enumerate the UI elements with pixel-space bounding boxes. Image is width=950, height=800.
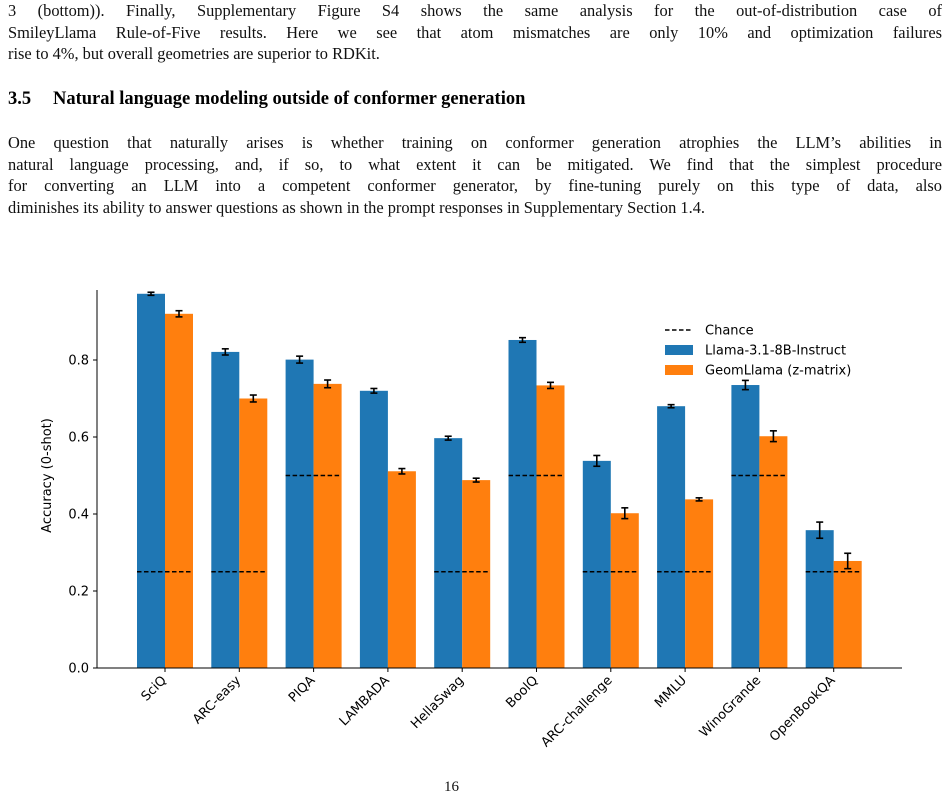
x-tick-label: SciQ xyxy=(139,673,170,704)
y-tick-label: 1.0 xyxy=(68,290,89,292)
bar xyxy=(211,351,240,668)
bar xyxy=(239,398,268,668)
paragraph-line: for converting an LLM into a competent c… xyxy=(8,176,942,195)
bar xyxy=(610,513,639,668)
bar xyxy=(657,406,686,668)
bar xyxy=(731,385,760,668)
y-tick-label: 0.8 xyxy=(68,354,89,369)
bar xyxy=(137,293,165,668)
bar xyxy=(165,313,193,668)
bar xyxy=(285,359,314,668)
x-tick-label: HellaSwag xyxy=(408,673,467,732)
y-tick-label: 0.4 xyxy=(68,508,89,523)
y-tick-label: 0.0 xyxy=(68,662,89,677)
section-heading: 3.5 Natural language modeling outside of … xyxy=(8,89,525,110)
bar xyxy=(434,438,463,668)
paragraph-intro: 3 (bottom)). Finally, Supplementary Figu… xyxy=(8,0,942,65)
x-tick-label: PIQA xyxy=(286,673,318,705)
paragraph-line: diminishes its ability to answer questio… xyxy=(8,197,705,217)
accuracy-bar-chart: 0.0 0.2 0.4 0.6 0.8 1.0 Accuracy (0-shot) SciQ A… xyxy=(40,290,902,750)
bar xyxy=(536,385,565,668)
legend-swatch xyxy=(665,365,693,375)
x-tick-label: OpenBookQA xyxy=(767,673,839,745)
paragraph-line: rise to 4%, but overall geometries are s… xyxy=(8,44,380,63)
paragraph-line: natural language processing, and, if so,… xyxy=(8,154,942,174)
legend-swatch xyxy=(665,345,693,355)
bar xyxy=(759,436,788,668)
x-tick-label: BoolQ xyxy=(503,673,541,711)
y-tick-label: 0.2 xyxy=(68,585,89,600)
page-number: 16 xyxy=(444,779,459,795)
x-tick-label: MMLU xyxy=(652,673,690,711)
x-tick-label: WinoGrande xyxy=(697,673,764,740)
bar xyxy=(685,499,714,668)
x-tick-label: LAMBADA xyxy=(337,673,393,729)
bar xyxy=(313,383,342,668)
x-tick-label: ARC-challenge xyxy=(538,673,615,750)
paragraph-line: One question that naturally arises is wh… xyxy=(8,133,942,152)
x-tick-label: ARC-easy xyxy=(190,673,244,727)
legend-label: GeomLlama (z-matrix) xyxy=(705,364,851,379)
section-number: 3.5 xyxy=(8,89,32,109)
y-tick-label: 0.6 xyxy=(68,431,89,446)
section-title: Natural language modeling outside of con… xyxy=(53,89,526,109)
paragraph-line: SmileyLlama Rule-of-Five results. Here w… xyxy=(8,22,942,42)
bar xyxy=(359,390,388,668)
y-axis-label: Accuracy (0-shot) xyxy=(40,418,55,533)
paragraph-main: One question that naturally arises is wh… xyxy=(8,132,942,218)
bar xyxy=(462,480,491,668)
legend-label: Chance xyxy=(705,324,754,339)
bar xyxy=(805,530,834,668)
paragraph-line: 3 (bottom)). Finally, Supplementary Figu… xyxy=(8,1,942,20)
legend-label: Llama-3.1-8B-Instruct xyxy=(705,344,846,359)
bar xyxy=(508,339,537,668)
bar xyxy=(582,460,611,668)
bar xyxy=(387,471,416,668)
bar xyxy=(833,560,862,668)
